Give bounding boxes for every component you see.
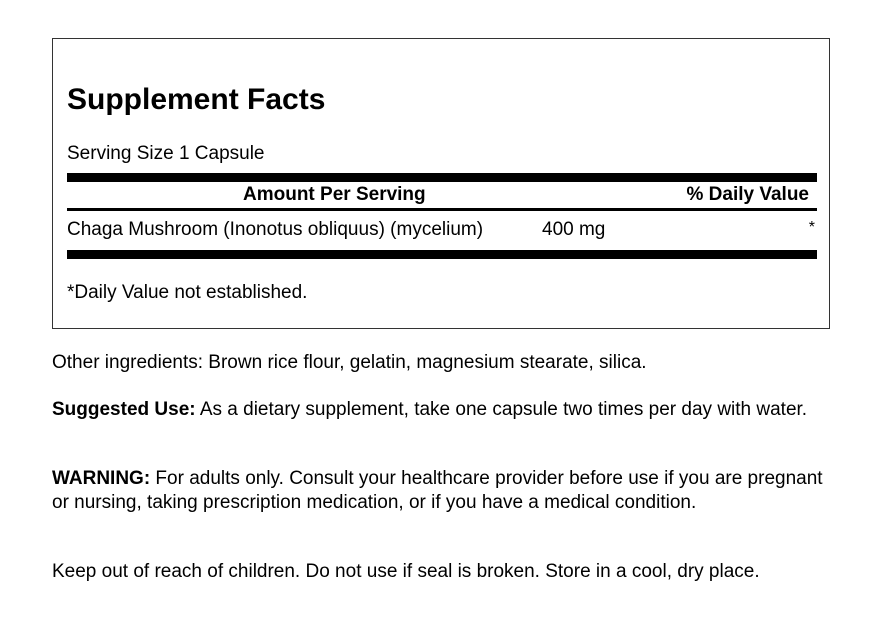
ingredient-name: Chaga Mushroom (Inonotus obliquus) (myce… (67, 219, 484, 240)
warning-label: WARNING: (52, 468, 151, 489)
thick-divider (67, 250, 817, 259)
ingredient-dv: * (808, 219, 815, 236)
warning: WARNING: For adults only. Consult your h… (52, 467, 842, 515)
amount-per-serving-header: Amount Per Serving (243, 184, 426, 205)
supplement-facts-panel: Supplement Facts Serving Size 1 Capsule … (52, 38, 830, 329)
panel-title: Supplement Facts (67, 83, 326, 116)
warning-text: For adults only. Consult your healthcare… (52, 468, 823, 513)
ingredient-amount: 400 mg (542, 219, 606, 240)
suggested-use-text: As a dietary supplement, take one capsul… (195, 399, 808, 420)
other-ingredients: Other ingredients: Brown rice flour, gel… (52, 352, 647, 373)
storage-note: Keep out of reach of children. Do not us… (52, 561, 760, 582)
thick-divider (67, 173, 817, 182)
suggested-use-label: Suggested Use: (52, 399, 196, 420)
thin-divider (67, 208, 817, 211)
suggested-use: Suggested Use: As a dietary supplement, … (52, 398, 842, 422)
daily-value-header: % Daily Value (686, 184, 809, 205)
footnote: *Daily Value not established. (67, 282, 308, 303)
serving-size: Serving Size 1 Capsule (67, 143, 265, 164)
